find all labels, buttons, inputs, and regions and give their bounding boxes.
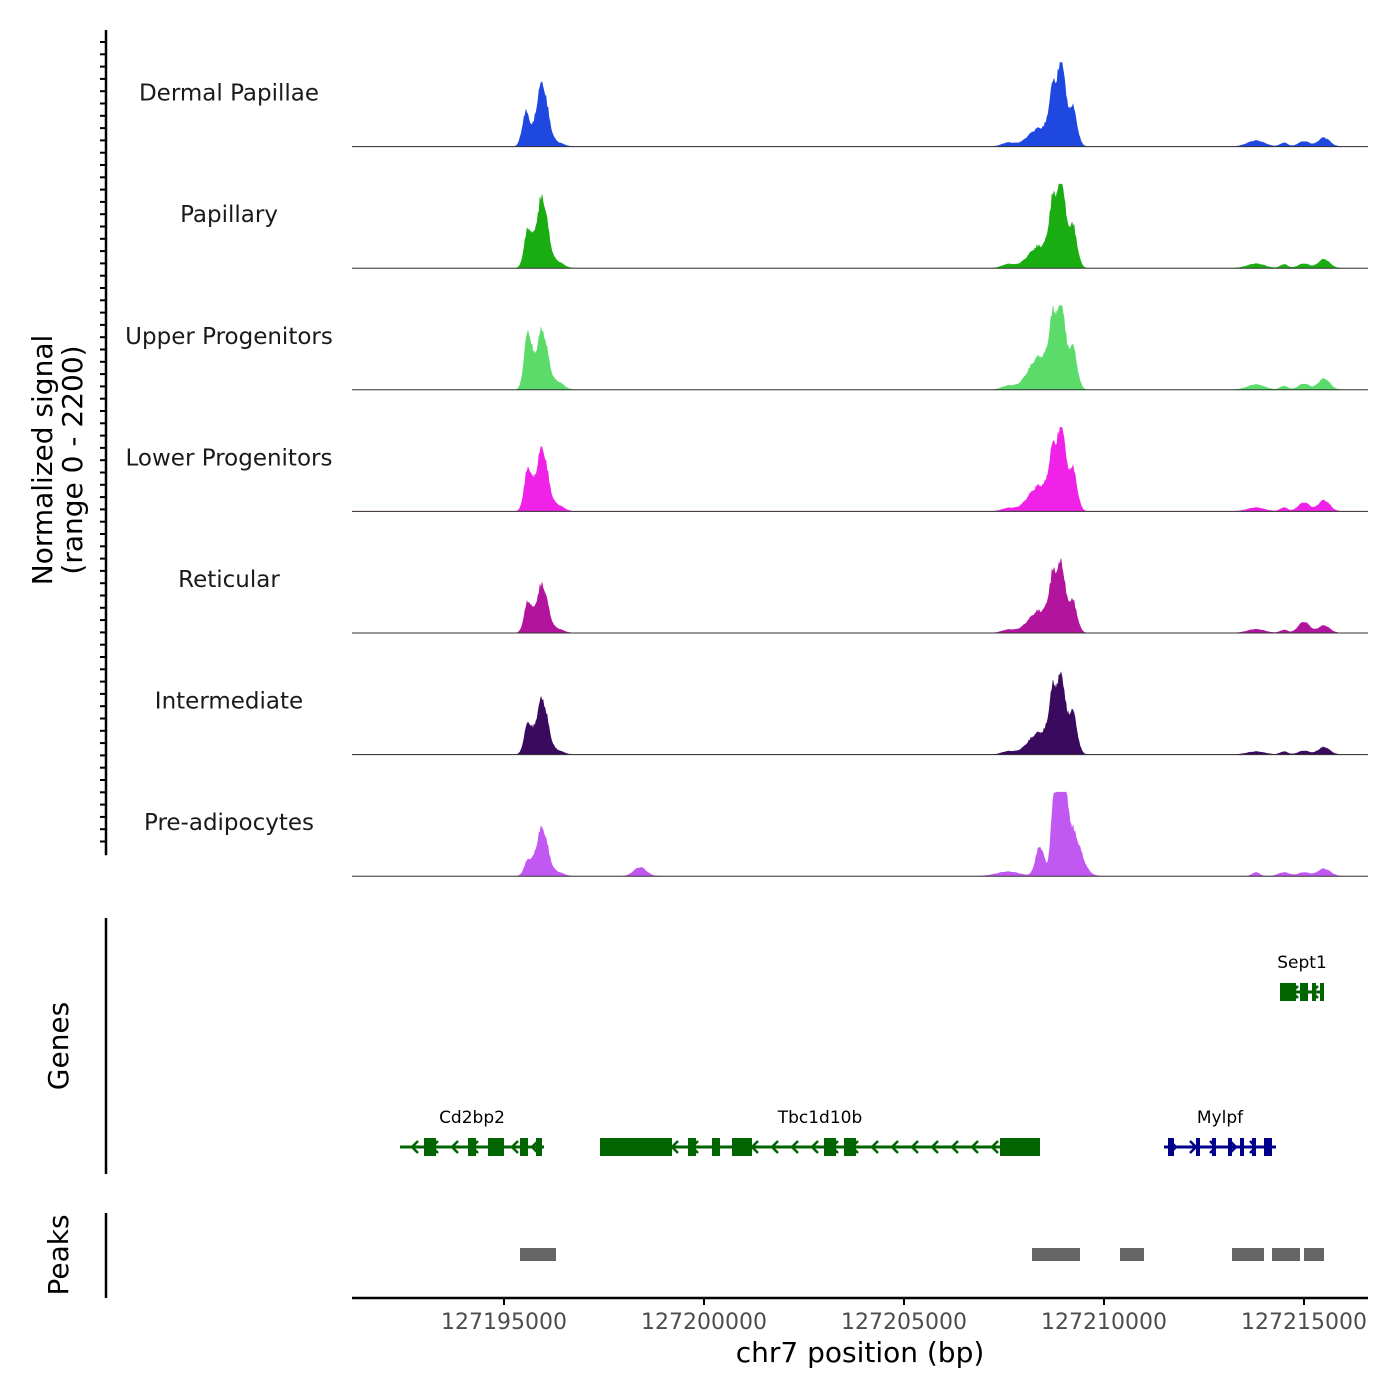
peak-region <box>1304 1248 1324 1261</box>
x-tick-label: 127200000 <box>641 1310 767 1335</box>
genes-panel-title: Genes <box>42 1002 75 1090</box>
peak-region <box>520 1248 556 1261</box>
gene-cd2bp2: Cd2bp2 <box>400 1108 544 1156</box>
exon <box>1320 983 1324 1001</box>
signal-area <box>352 62 1366 147</box>
genes-panel: Cd2bp2 Tbc1d10b Mylpf Sept1 <box>400 953 1327 1156</box>
exon <box>1300 983 1308 1001</box>
x-tick-label: 127205000 <box>841 1310 967 1335</box>
exon <box>468 1138 476 1156</box>
strand-arrow <box>790 1140 799 1154</box>
gene-label: Sept1 <box>1277 953 1327 973</box>
gene-label: Cd2bp2 <box>439 1108 505 1128</box>
signal-area <box>352 183 1366 269</box>
strand-arrow <box>410 1140 419 1154</box>
signal-area <box>352 671 1366 755</box>
exon <box>824 1138 836 1156</box>
exon <box>1228 1138 1232 1156</box>
exon <box>1168 1138 1174 1156</box>
exon <box>1000 1138 1040 1156</box>
exon <box>844 1138 856 1156</box>
strand-arrow <box>930 1140 939 1154</box>
strand-arrow <box>970 1140 979 1154</box>
gene-label: Tbc1d10b <box>777 1108 863 1128</box>
y-axis-title-line2: (range 0 - 2200) <box>56 345 89 574</box>
exon <box>688 1138 696 1156</box>
exon <box>536 1138 542 1156</box>
gene-mylpf: Mylpf <box>1164 1108 1276 1156</box>
exon <box>1196 1138 1200 1156</box>
x-axis: 127195000 127200000 127205000 127210000 1272… <box>100 30 1368 1335</box>
exon <box>1312 983 1316 1001</box>
exon <box>424 1138 436 1156</box>
signal-area <box>352 558 1366 634</box>
exon <box>1252 1138 1256 1156</box>
exon <box>1280 983 1296 1001</box>
track-dermal-papillae: Dermal Papillae <box>139 62 1368 148</box>
strand-arrow <box>770 1140 779 1154</box>
track-upper-progenitors: Upper Progenitors <box>125 305 1368 391</box>
strand-arrow <box>910 1140 919 1154</box>
x-tick-label: 127210000 <box>1041 1310 1167 1335</box>
strand-arrow <box>510 1140 519 1154</box>
track-papillary: Papillary <box>180 183 1368 269</box>
strand-arrow <box>870 1140 879 1154</box>
track-label: Reticular <box>178 567 280 593</box>
peaks-panel-title: Peaks <box>42 1214 75 1295</box>
strand-arrow <box>990 1140 999 1154</box>
strand-arrow <box>890 1140 899 1154</box>
signal-tracks: Dermal Papillae Papillary Upper Progenitor… <box>125 62 1368 877</box>
peak-region <box>1232 1248 1264 1261</box>
track-label: Intermediate <box>155 689 303 715</box>
exon <box>520 1138 528 1156</box>
exon <box>1212 1138 1216 1156</box>
exon <box>712 1138 720 1156</box>
track-label: Papillary <box>180 202 278 228</box>
signal-area <box>352 427 1366 512</box>
gene-tbc1d10b: Tbc1d10b <box>600 1108 1040 1156</box>
track-intermediate: Intermediate <box>155 671 1368 756</box>
x-tick-label: 127215000 <box>1241 1310 1367 1335</box>
exon <box>488 1138 504 1156</box>
exon <box>600 1138 672 1156</box>
track-lower-progenitors: Lower Progenitors <box>126 427 1368 512</box>
peak-region <box>1272 1248 1300 1261</box>
track-label: Lower Progenitors <box>126 445 333 471</box>
track-label: Upper Progenitors <box>125 324 333 350</box>
track-label: Pre-adipocytes <box>144 810 314 836</box>
peaks-panel <box>520 1248 1324 1261</box>
peak-region <box>1032 1248 1080 1261</box>
strand-arrow <box>450 1140 459 1154</box>
y-axis-title-line1: Normalized signal <box>26 335 59 586</box>
signal-area <box>352 791 1366 877</box>
peak-region <box>1120 1248 1144 1261</box>
x-tick-label: 127195000 <box>441 1310 567 1335</box>
exon <box>1264 1138 1272 1156</box>
strand-arrow <box>810 1140 819 1154</box>
track-reticular: Reticular <box>178 558 1368 634</box>
strand-arrow <box>950 1140 959 1154</box>
track-label: Dermal Papillae <box>139 81 319 107</box>
signal-area <box>352 305 1366 391</box>
x-axis-title: chr7 position (bp) <box>736 1336 985 1369</box>
gene-label: Mylpf <box>1197 1108 1244 1128</box>
track-pre-adipocytes: Pre-adipocytes <box>144 791 1368 877</box>
gene-sept1: Sept1 <box>1277 953 1327 1001</box>
exon <box>1240 1138 1244 1156</box>
exon <box>732 1138 752 1156</box>
